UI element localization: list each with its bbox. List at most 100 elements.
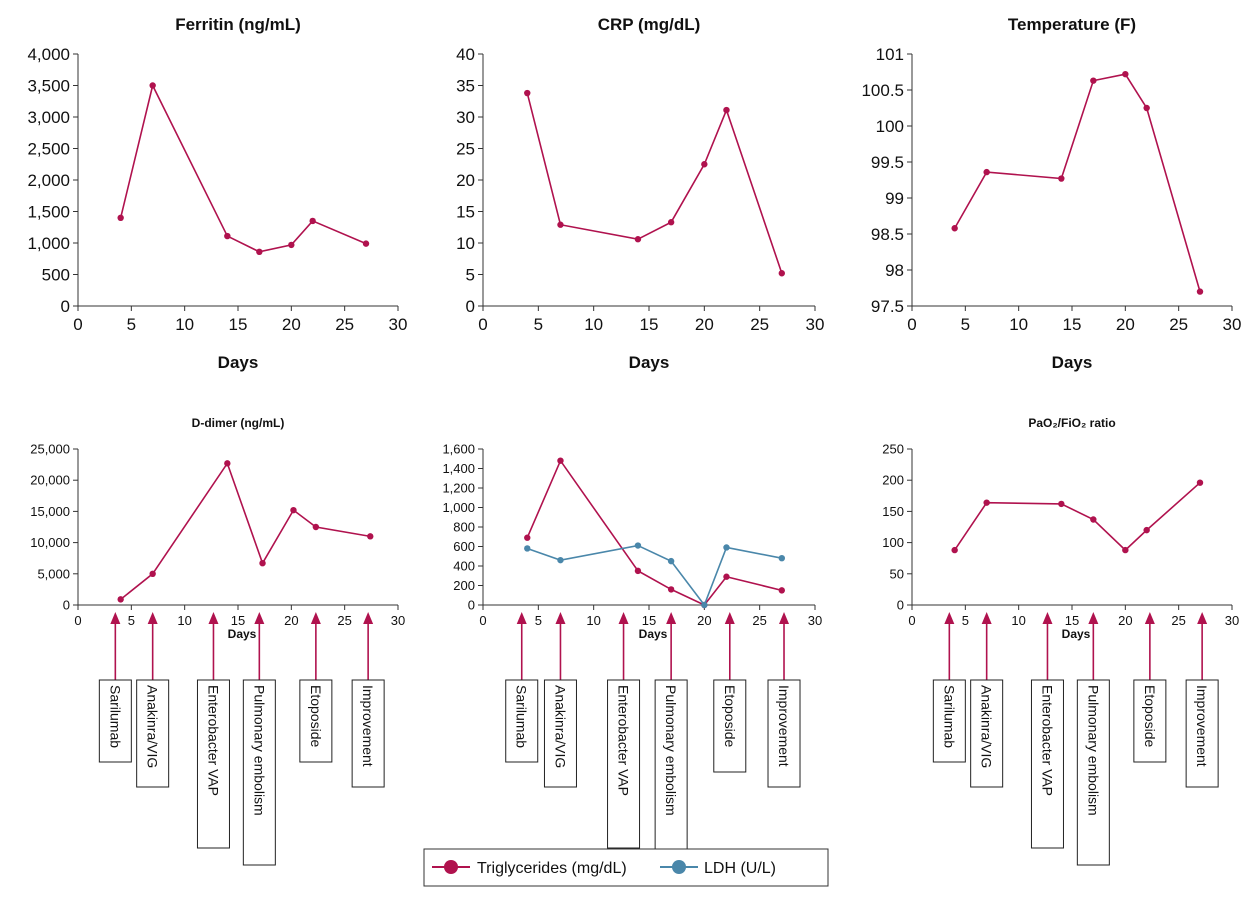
x-tick-label: 30 <box>1225 613 1239 628</box>
x-axis-label: Days <box>228 627 257 641</box>
data-point <box>723 544 730 551</box>
event-annotation: Enterobacter VAP <box>196 612 230 849</box>
x-tick-label: 10 <box>175 315 194 334</box>
y-tick-label: 500 <box>42 266 70 285</box>
data-point <box>149 82 156 89</box>
event-annotation: Enterobacter VAP <box>1030 612 1064 849</box>
x-axis-label: Days <box>218 353 259 372</box>
data-point <box>149 570 156 577</box>
data-point <box>951 225 958 232</box>
x-tick-label: 0 <box>73 315 82 334</box>
x-tick-label: 10 <box>1011 613 1025 628</box>
event-box <box>196 679 230 849</box>
legend-box <box>423 848 829 887</box>
data-point <box>723 106 730 114</box>
event-arrow-head <box>310 612 321 624</box>
event-label: Improvement <box>360 685 376 767</box>
data-point <box>701 601 708 609</box>
y-tick-label: 50 <box>890 566 904 581</box>
data-point <box>667 586 675 593</box>
series-line <box>120 461 371 601</box>
event-label: Etoposide <box>308 685 324 747</box>
y-tick-label: 800 <box>453 520 475 535</box>
chart-title: Ferritin (ng/mL) <box>175 15 301 34</box>
x-tick-label: 25 <box>750 315 769 334</box>
x-tick-label: 15 <box>640 315 659 334</box>
x-axis-label: Days <box>629 353 670 372</box>
data-point <box>312 523 320 531</box>
x-tick-label: 20 <box>695 315 714 334</box>
y-tick-label: 3,000 <box>27 108 70 127</box>
y-tick-label: 250 <box>882 442 904 457</box>
y-tick-label: 30 <box>456 108 475 127</box>
y-tick-label: 99 <box>885 189 904 208</box>
y-tick-label: 100 <box>876 117 904 136</box>
data-point <box>557 556 564 564</box>
data-point <box>1122 70 1129 78</box>
y-tick-label: 1,000 <box>27 234 70 253</box>
y-tick-label: 98.5 <box>871 225 904 244</box>
x-tick-label: 30 <box>1223 315 1242 334</box>
data-point <box>1143 104 1150 112</box>
panel-3: Temperature (F)97.59898.59999.5100100.51… <box>861 15 1241 372</box>
data-point <box>1090 77 1097 84</box>
x-tick-label: 30 <box>806 315 825 334</box>
x-tick-label: 5 <box>534 315 543 334</box>
x-axis-label: Days <box>1062 627 1091 641</box>
x-tick-label: 30 <box>391 613 405 628</box>
y-tick-label: 400 <box>453 559 475 574</box>
event-annotation: Sarilumab <box>505 612 539 763</box>
event-box <box>505 679 539 763</box>
data-point <box>224 232 231 240</box>
x-tick-label: 10 <box>584 315 603 334</box>
data-point <box>117 214 124 221</box>
x-tick-label: 5 <box>128 613 135 628</box>
y-tick-label: 20 <box>456 171 475 190</box>
event-box <box>713 679 747 773</box>
event-label: Anakinra/VIG <box>145 685 161 768</box>
y-tick-label: 10,000 <box>30 535 70 550</box>
event-arrow-head <box>1088 612 1099 624</box>
data-point <box>524 89 531 97</box>
data-point <box>667 557 675 565</box>
x-tick-label: 20 <box>1118 613 1132 628</box>
event-box <box>242 679 276 866</box>
y-tick-label: 40 <box>456 45 475 64</box>
x-tick-label: 20 <box>697 613 711 628</box>
x-tick-label: 20 <box>282 315 301 334</box>
event-box <box>299 679 333 763</box>
y-tick-label: 1,600 <box>442 442 475 457</box>
x-axis-label: Days <box>639 627 668 641</box>
y-tick-label: 35 <box>456 77 475 96</box>
event-annotation: Sarilumab <box>98 612 132 763</box>
event-label: Sarilumab <box>941 685 957 748</box>
event-annotation: Enterobacter VAP <box>607 612 641 849</box>
data-point <box>117 596 124 603</box>
event-annotation: Pulmonary embolism <box>654 612 688 866</box>
chart-title: Temperature (F) <box>1008 15 1136 34</box>
legend-marker <box>444 860 458 874</box>
event-arrow-head <box>363 612 374 624</box>
x-tick-label: 30 <box>808 613 822 628</box>
data-point <box>634 236 642 243</box>
series-line <box>526 459 782 606</box>
y-tick-label: 15,000 <box>30 504 70 519</box>
event-arrow-head <box>254 612 265 624</box>
data-point <box>951 546 958 554</box>
x-tick-label: 25 <box>1171 613 1185 628</box>
event-arrow-head <box>208 612 219 624</box>
event-label: Sarilumab <box>107 685 123 748</box>
event-arrow-head <box>779 612 790 624</box>
event-annotation: Improvement <box>767 612 801 788</box>
series-line <box>953 73 1201 292</box>
y-tick-label: 200 <box>453 578 475 593</box>
chart-title: D-dimer (ng/mL) <box>192 416 285 430</box>
data-point <box>723 573 730 580</box>
event-annotation: Anakinra/VIG <box>970 612 1004 788</box>
series-line <box>527 544 782 607</box>
x-tick-label: 25 <box>337 613 351 628</box>
event-arrow-head <box>1042 612 1053 624</box>
event-label: Sarilumab <box>514 685 530 748</box>
y-tick-label: 100 <box>882 535 904 550</box>
x-tick-label: 0 <box>478 315 487 334</box>
